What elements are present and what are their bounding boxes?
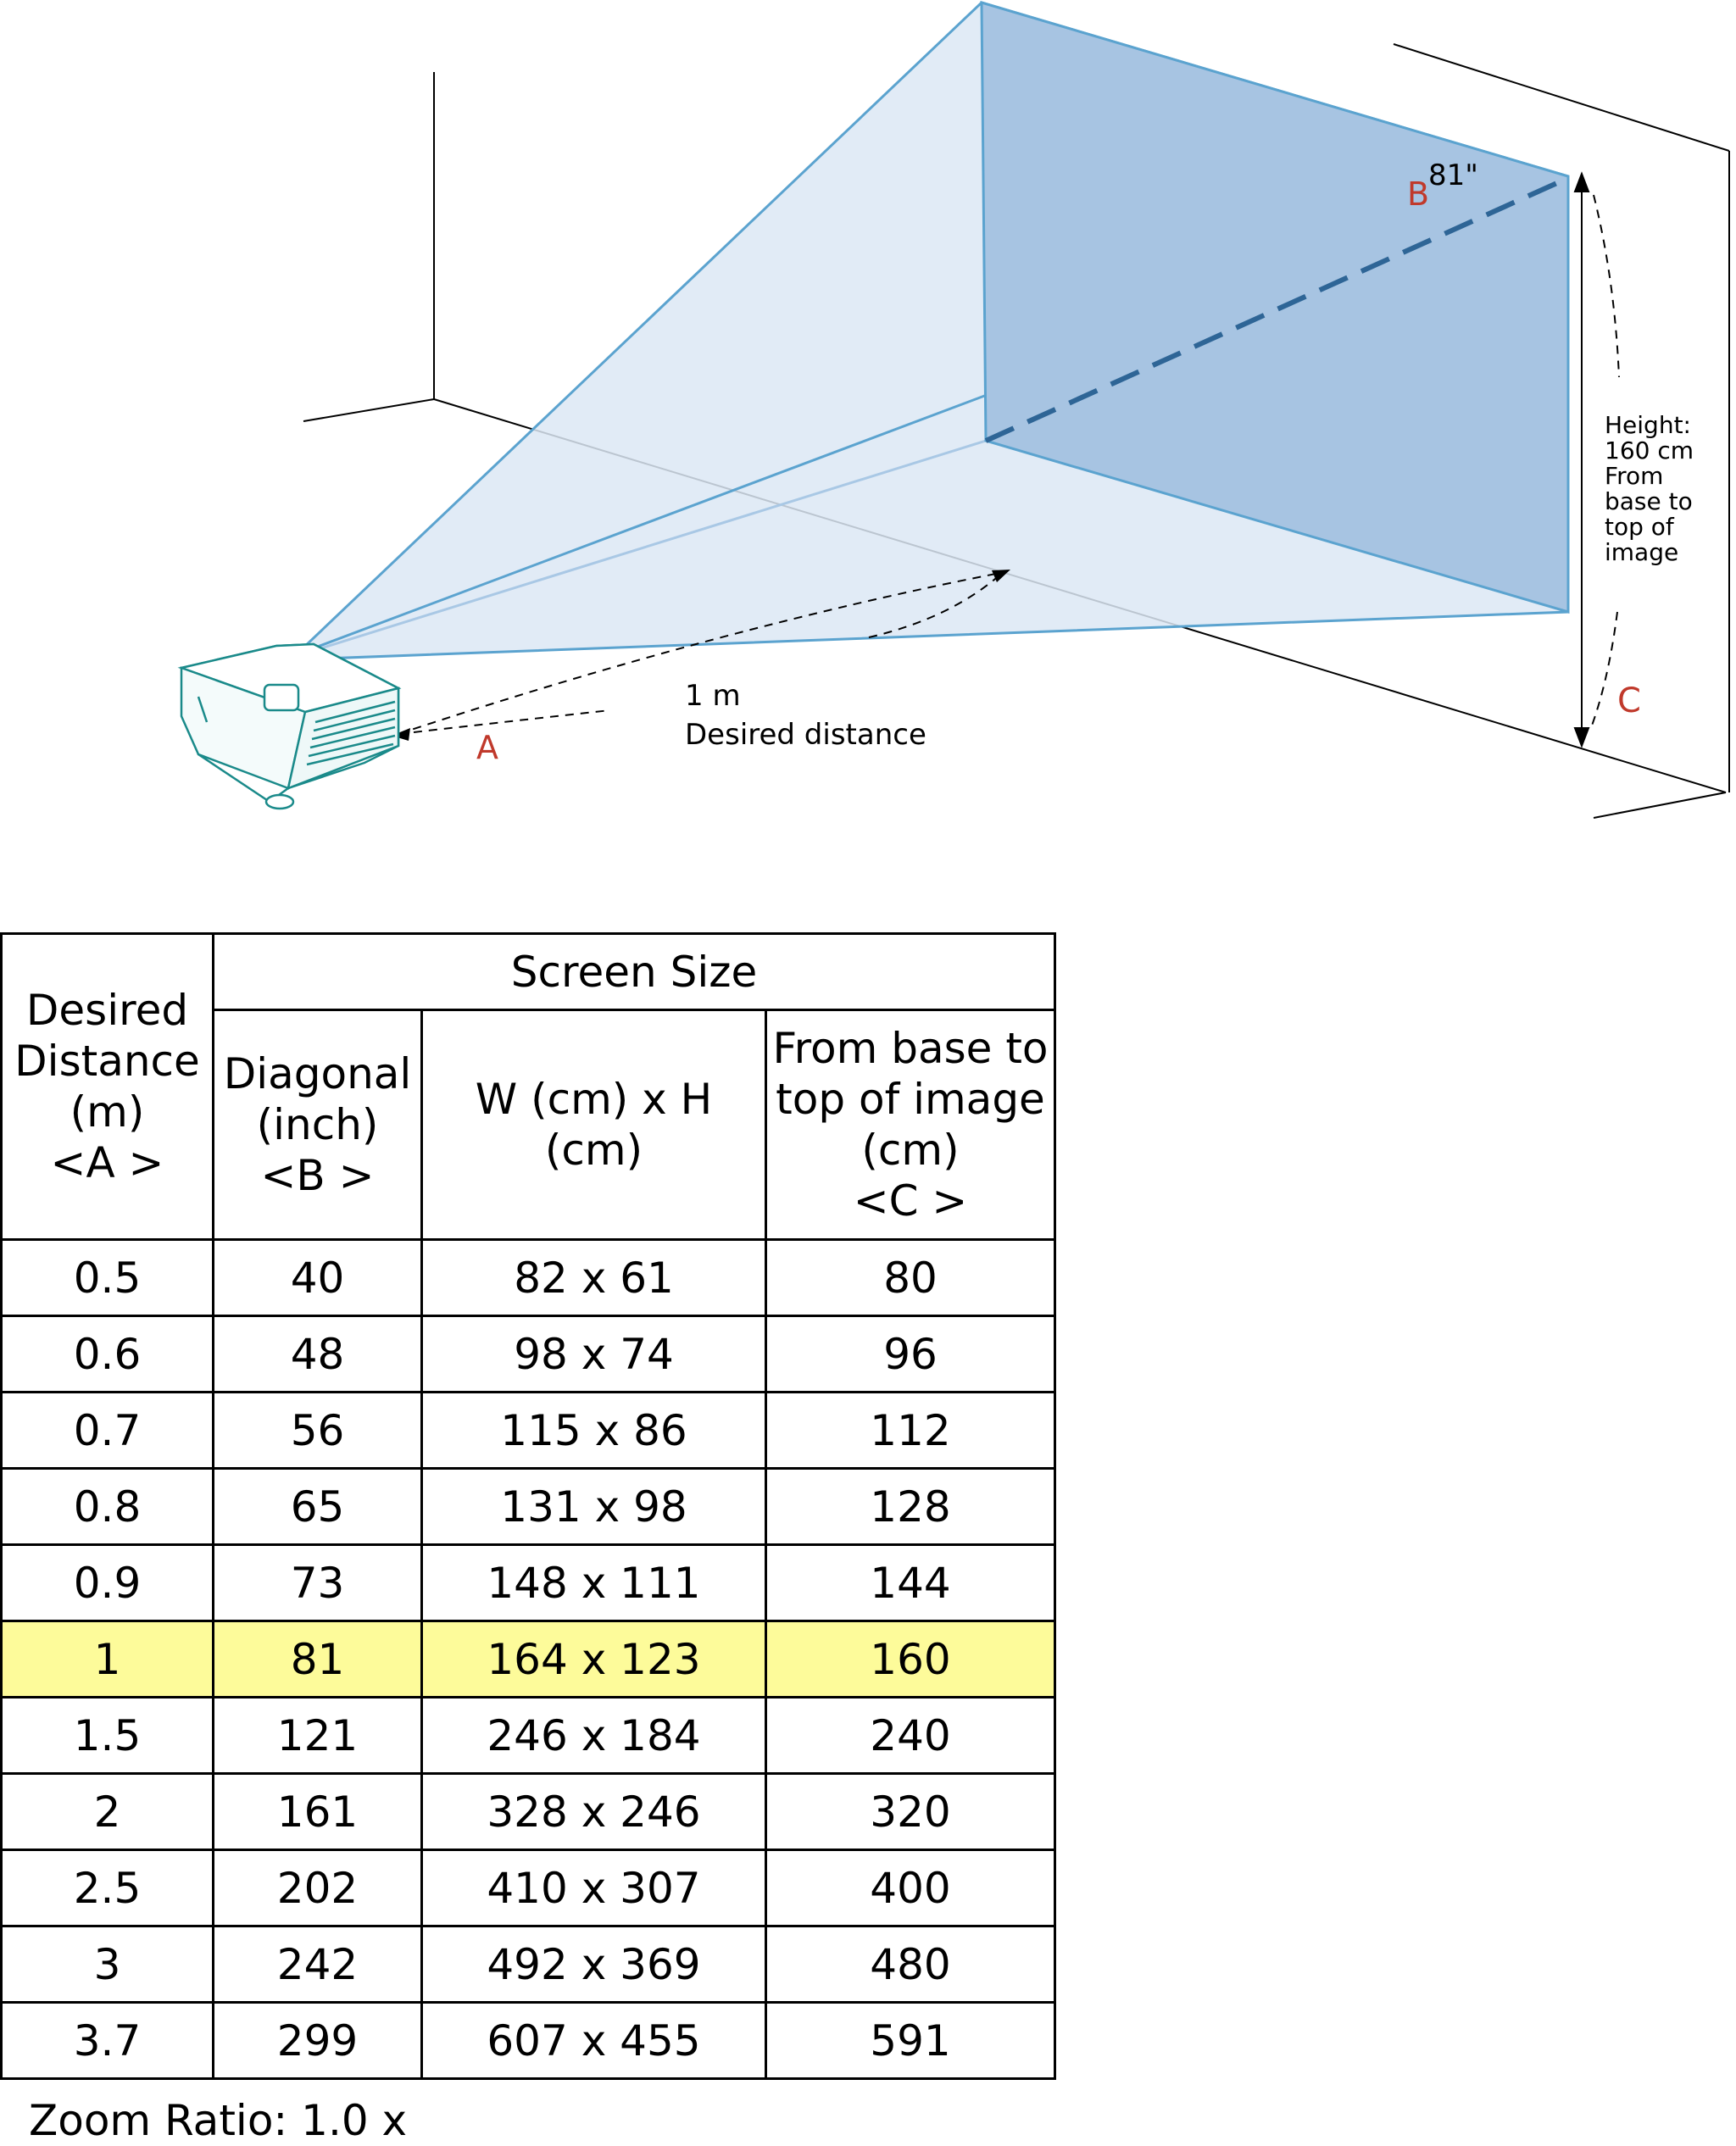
table-cell-wh: 246 x 184 bbox=[420, 1696, 767, 1775]
table-cell-a: 1.5 bbox=[0, 1696, 214, 1775]
header-diagonal: Diagonal (inch) <B > bbox=[212, 1009, 423, 1241]
table-cell-c: 96 bbox=[765, 1315, 1056, 1393]
table-cell-wh: 131 x 98 bbox=[420, 1467, 767, 1546]
table-cell-wh: 98 x 74 bbox=[420, 1315, 767, 1393]
table-row: 0.7 56 115 x 86 112 bbox=[0, 1391, 1056, 1470]
height-arc-lower bbox=[1591, 611, 1618, 726]
svg-text:Height:: Height: bbox=[1605, 411, 1691, 439]
diagonal-value-label: 81" bbox=[1428, 158, 1478, 192]
table-cell-wh: 148 x 111 bbox=[420, 1543, 767, 1622]
height-note: Height: 160 cm From base to top of image bbox=[1605, 411, 1694, 566]
table-row: 0.8 65 131 x 98 128 bbox=[0, 1467, 1056, 1546]
svg-text:top of: top of bbox=[1605, 513, 1675, 541]
table-row: 2 161 328 x 246 320 bbox=[0, 1772, 1056, 1851]
table-cell-wh: 607 x 455 bbox=[420, 2001, 767, 2080]
table-cell-a: 0.7 bbox=[0, 1391, 214, 1470]
table-body: 0.5 40 82 x 61 80 0.6 48 98 x 74 96 0.7 56 115 x 8… bbox=[0, 1238, 1056, 2080]
distance-arrowhead-left bbox=[392, 728, 410, 741]
header-base-to-top: From base to top of image (cm) <C > bbox=[765, 1009, 1056, 1241]
table-cell-b: 242 bbox=[212, 1925, 423, 2004]
table-row: 2.5 202 410 x 307 400 bbox=[0, 1849, 1056, 1927]
table-cell-a: 3 bbox=[0, 1925, 214, 2004]
table-cell-a: 0.6 bbox=[0, 1315, 214, 1393]
height-arc-upper bbox=[1593, 194, 1620, 378]
table-cell-b: 40 bbox=[212, 1238, 423, 1317]
projected-screen bbox=[980, 0, 1570, 614]
distance-arc-right bbox=[868, 574, 1001, 638]
header-desired-distance: Desired Distance (m) <A > bbox=[0, 932, 214, 1241]
header-width-height: W (cm) x H (cm) bbox=[420, 1009, 767, 1241]
table-cell-c: 128 bbox=[765, 1467, 1056, 1546]
table-cell-wh: 82 x 61 bbox=[420, 1238, 767, 1317]
projection-diagram: 81" B A C 1 m Desired distance Height: 1… bbox=[177, 0, 1730, 819]
table-cell-a: 2.5 bbox=[0, 1849, 214, 1927]
svg-text:image: image bbox=[1605, 538, 1678, 566]
table-cell-c: 80 bbox=[765, 1238, 1056, 1317]
table-row: 0.5 40 82 x 61 80 bbox=[0, 1238, 1056, 1317]
table-cell-wh: 410 x 307 bbox=[420, 1849, 767, 1927]
table-cell-c: 112 bbox=[765, 1391, 1056, 1470]
table-cell-b: 81 bbox=[212, 1620, 423, 1698]
table-row: 3 242 492 x 369 480 bbox=[0, 1925, 1056, 2004]
distance-arrow-upper bbox=[398, 571, 1005, 735]
table-cell-b: 299 bbox=[212, 2001, 423, 2080]
screen-size-table: Desired Distance (m) <A > Screen Size Di… bbox=[0, 932, 1056, 2080]
table-cell-wh: 328 x 246 bbox=[420, 1772, 767, 1851]
table-cell-b: 161 bbox=[212, 1772, 423, 1851]
height-arrow bbox=[1573, 171, 1590, 748]
table-cell-c: 240 bbox=[765, 1696, 1056, 1775]
label-b: B bbox=[1407, 175, 1429, 213]
table-cell-c: 400 bbox=[765, 1849, 1056, 1927]
svg-text:160 cm: 160 cm bbox=[1605, 436, 1694, 464]
table-row: 1 81 164 x 123 160 bbox=[0, 1620, 1056, 1698]
table-cell-a: 1 bbox=[0, 1620, 214, 1698]
svg-text:base to: base to bbox=[1605, 487, 1693, 515]
distance-arrow-lower bbox=[398, 709, 611, 735]
distance-caption: Desired distance bbox=[685, 718, 926, 752]
table-cell-c: 160 bbox=[765, 1620, 1056, 1698]
diagonal-dashed-line bbox=[984, 175, 1570, 443]
table-row: 0.6 48 98 x 74 96 bbox=[0, 1315, 1056, 1393]
label-a: A bbox=[476, 729, 498, 766]
table-cell-c: 591 bbox=[765, 2001, 1056, 2080]
table-cell-wh: 115 x 86 bbox=[420, 1391, 767, 1470]
zoom-ratio-note: Zoom Ratio: 1.0 x bbox=[29, 2096, 408, 2145]
projector-icon bbox=[177, 642, 402, 810]
table-cell-a: 0.5 bbox=[0, 1238, 214, 1317]
table-row: 1.5 121 246 x 184 240 bbox=[0, 1696, 1056, 1775]
table-row: 3.7 299 607 x 455 591 bbox=[0, 2001, 1056, 2080]
table-cell-a: 0.8 bbox=[0, 1467, 214, 1546]
table-cell-b: 65 bbox=[212, 1467, 423, 1546]
table-cell-wh: 492 x 369 bbox=[420, 1925, 767, 2004]
table-cell-a: 2 bbox=[0, 1772, 214, 1851]
table-cell-c: 320 bbox=[765, 1772, 1056, 1851]
distance-arrowhead-right bbox=[992, 570, 1010, 582]
svg-text:From: From bbox=[1605, 462, 1663, 490]
table-cell-c: 144 bbox=[765, 1543, 1056, 1622]
table-cell-b: 202 bbox=[212, 1849, 423, 1927]
table-cell-b: 121 bbox=[212, 1696, 423, 1775]
header-screen-size: Screen Size bbox=[212, 932, 1056, 1011]
table-cell-a: 0.9 bbox=[0, 1543, 214, 1622]
table-cell-a: 3.7 bbox=[0, 2001, 214, 2080]
table-cell-b: 73 bbox=[212, 1543, 423, 1622]
table-cell-b: 48 bbox=[212, 1315, 423, 1393]
table-row: 0.9 73 148 x 111 144 bbox=[0, 1543, 1056, 1622]
table-cell-wh: 164 x 123 bbox=[420, 1620, 767, 1698]
label-c: C bbox=[1617, 681, 1641, 720]
distance-value: 1 m bbox=[685, 679, 741, 713]
table-cell-b: 56 bbox=[212, 1391, 423, 1470]
table-cell-c: 480 bbox=[765, 1925, 1056, 2004]
